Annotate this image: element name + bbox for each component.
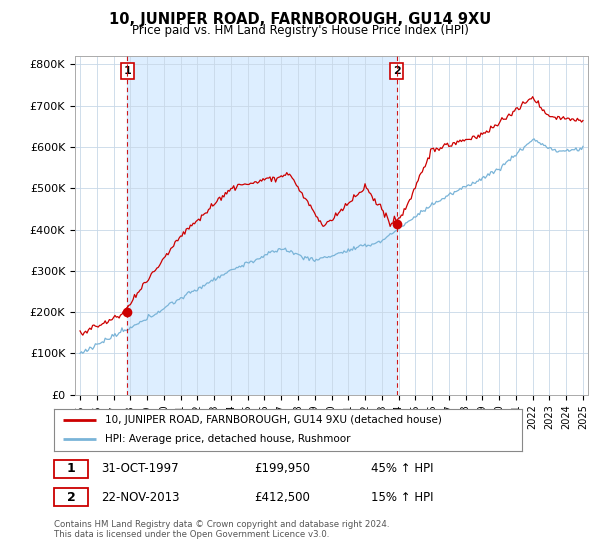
Text: 45% ↑ HPI: 45% ↑ HPI <box>371 462 433 475</box>
Text: 15% ↑ HPI: 15% ↑ HPI <box>371 491 433 504</box>
Text: 2: 2 <box>393 66 401 76</box>
Text: Price paid vs. HM Land Registry's House Price Index (HPI): Price paid vs. HM Land Registry's House … <box>131 24 469 36</box>
Text: 1: 1 <box>124 66 131 76</box>
Text: 10, JUNIPER ROAD, FARNBOROUGH, GU14 9XU (detached house): 10, JUNIPER ROAD, FARNBOROUGH, GU14 9XU … <box>106 415 442 425</box>
Text: 10, JUNIPER ROAD, FARNBOROUGH, GU14 9XU: 10, JUNIPER ROAD, FARNBOROUGH, GU14 9XU <box>109 12 491 27</box>
Text: Contains HM Land Registry data © Crown copyright and database right 2024.
This d: Contains HM Land Registry data © Crown c… <box>54 520 389 539</box>
Bar <box>54 460 88 478</box>
Text: £199,950: £199,950 <box>254 462 311 475</box>
Text: £412,500: £412,500 <box>254 491 311 504</box>
Text: 22-NOV-2013: 22-NOV-2013 <box>101 491 180 504</box>
Text: HPI: Average price, detached house, Rushmoor: HPI: Average price, detached house, Rush… <box>106 435 351 445</box>
Bar <box>127 56 397 395</box>
Text: 1: 1 <box>67 462 76 475</box>
Bar <box>54 488 88 506</box>
Text: 31-OCT-1997: 31-OCT-1997 <box>101 462 179 475</box>
Text: 2: 2 <box>67 491 76 504</box>
